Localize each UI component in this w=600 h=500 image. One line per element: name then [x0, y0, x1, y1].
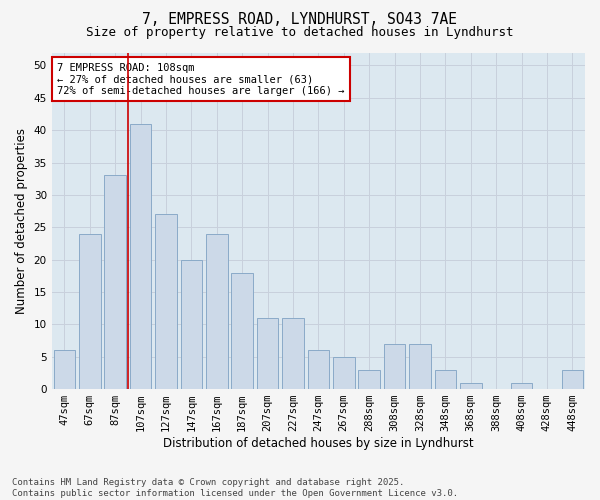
- Text: Size of property relative to detached houses in Lyndhurst: Size of property relative to detached ho…: [86, 26, 514, 39]
- Bar: [358, 370, 380, 389]
- Bar: [130, 124, 151, 389]
- Bar: [409, 344, 431, 389]
- Bar: [232, 272, 253, 389]
- Text: 7, EMPRESS ROAD, LYNDHURST, SO43 7AE: 7, EMPRESS ROAD, LYNDHURST, SO43 7AE: [143, 12, 458, 28]
- Bar: [155, 214, 177, 389]
- Bar: [53, 350, 75, 389]
- Bar: [460, 382, 482, 389]
- X-axis label: Distribution of detached houses by size in Lyndhurst: Distribution of detached houses by size …: [163, 437, 473, 450]
- Bar: [562, 370, 583, 389]
- Bar: [206, 234, 227, 389]
- Bar: [511, 382, 532, 389]
- Y-axis label: Number of detached properties: Number of detached properties: [15, 128, 28, 314]
- Text: Contains HM Land Registry data © Crown copyright and database right 2025.
Contai: Contains HM Land Registry data © Crown c…: [12, 478, 458, 498]
- Text: 7 EMPRESS ROAD: 108sqm
← 27% of detached houses are smaller (63)
72% of semi-det: 7 EMPRESS ROAD: 108sqm ← 27% of detached…: [57, 62, 344, 96]
- Bar: [384, 344, 406, 389]
- Bar: [333, 356, 355, 389]
- Bar: [434, 370, 456, 389]
- Bar: [181, 260, 202, 389]
- Bar: [282, 318, 304, 389]
- Bar: [79, 234, 101, 389]
- Bar: [257, 318, 278, 389]
- Bar: [308, 350, 329, 389]
- Bar: [104, 176, 126, 389]
